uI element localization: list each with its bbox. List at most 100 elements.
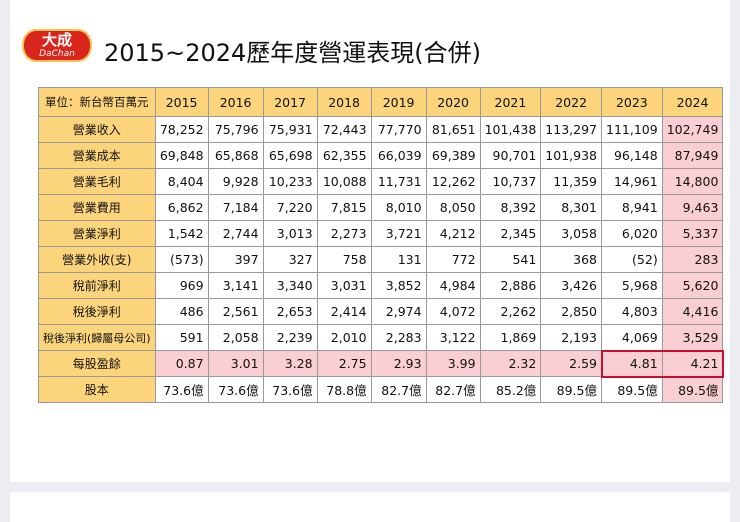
- cell: 73.6億: [207, 376, 264, 403]
- cell: 89.5億: [601, 376, 663, 403]
- cell: 3,426: [540, 272, 602, 299]
- row-label: 稅後淨利: [38, 298, 156, 325]
- cell: 89.5億: [661, 376, 724, 403]
- cell: 4,069: [601, 324, 663, 351]
- table-row: 營業成本 69,848 65,868 65,698 62,355 66,039 69,389…: [38, 142, 724, 169]
- header-cell: 2018: [316, 87, 372, 117]
- cell: 8,050: [425, 194, 481, 221]
- cell: 1,869: [479, 324, 542, 351]
- header-cell: 2015: [154, 87, 209, 117]
- cell: 69,848: [154, 142, 209, 169]
- cell: 3.28: [262, 350, 318, 377]
- cell: 78,252: [154, 116, 209, 143]
- cell: 5,337: [661, 220, 724, 247]
- cell: 10,233: [262, 168, 318, 195]
- cell: 113,297: [540, 116, 602, 143]
- cell: 101,938: [540, 142, 602, 169]
- cell: 2,273: [316, 220, 372, 247]
- header-cell: 2023: [601, 87, 663, 117]
- row-label: 稅前淨利: [38, 272, 156, 299]
- cell: 8,010: [370, 194, 427, 221]
- cell: 8,404: [154, 168, 209, 195]
- cell: 3.01: [207, 350, 264, 377]
- cell: 2,850: [540, 298, 602, 325]
- cell: 4,416: [661, 298, 724, 325]
- cell: 3,141: [207, 272, 264, 299]
- cell: 2,414: [316, 298, 372, 325]
- header-cell: 2020: [425, 87, 481, 117]
- row-label: 每股盈餘: [38, 350, 156, 377]
- cell: 81,651: [425, 116, 481, 143]
- cell: 2,744: [207, 220, 264, 247]
- cell: 12,262: [425, 168, 481, 195]
- cell: 2.59: [540, 350, 602, 377]
- cell: 75,796: [207, 116, 264, 143]
- cell: 5,968: [601, 272, 663, 299]
- cell: 6,020: [601, 220, 663, 247]
- table-row: 稅前淨利 969 3,141 3,340 3,031 3,852 4,984 2,886 3,4…: [38, 272, 724, 299]
- cell: 73.6億: [262, 376, 318, 403]
- cell: 3,058: [540, 220, 602, 247]
- cell: 2,283: [370, 324, 427, 351]
- cell: 772: [425, 246, 481, 273]
- cell: 2,974: [370, 298, 427, 325]
- cell: 8,941: [601, 194, 663, 221]
- cell: 96,148: [601, 142, 663, 169]
- cell: 486: [154, 298, 209, 325]
- cell: 4.81: [601, 350, 663, 377]
- logo-text: 大成: [41, 31, 72, 49]
- page: {"header":{"logo":"大成","logo_sub":"DaCha…: [10, 0, 730, 522]
- cell: 65,698: [262, 142, 318, 169]
- row-label: 營業毛利: [38, 168, 156, 195]
- cell: 14,961: [601, 168, 663, 195]
- cell: 10,737: [479, 168, 542, 195]
- table-row: 營業費用 6,862 7,184 7,220 7,815 8,010 8,050 8,392 8…: [38, 194, 724, 221]
- cell: 2,653: [262, 298, 318, 325]
- cell: 72,443: [316, 116, 372, 143]
- cell: 2,010: [316, 324, 372, 351]
- table-row: 稅後淨利 486 2,561 2,653 2,414 2,974 4,072 2,262 2,8…: [38, 298, 724, 325]
- table-row: 營業淨利 1,542 2,744 3,013 2,273 3,721 4,212 2,345 3…: [38, 220, 724, 247]
- cell: 78.8億: [316, 376, 372, 403]
- cell: 11,731: [370, 168, 427, 195]
- cell: 62,355: [316, 142, 372, 169]
- cell: 969: [154, 272, 209, 299]
- cell: 541: [479, 246, 542, 273]
- cell: 87,949: [661, 142, 724, 169]
- cell: 7,184: [207, 194, 264, 221]
- cell: 3,721: [370, 220, 427, 247]
- row-label: 稅後淨利(歸屬母公司): [38, 324, 156, 351]
- cell: 9,928: [207, 168, 264, 195]
- header-cell: 2019: [370, 87, 427, 117]
- row-label: 股本: [38, 376, 156, 403]
- cell: 758: [316, 246, 372, 273]
- header-row: 單位：新台幣百萬元 2015 2016 2017 2018 2019 2020 2021 202…: [38, 87, 724, 117]
- cell: 8,392: [479, 194, 542, 221]
- header-cell: 2017: [262, 87, 318, 117]
- title: 2015~2024歷年度營運表現(合併): [104, 39, 481, 67]
- cell: 7,220: [262, 194, 318, 221]
- cell: 66,039: [370, 142, 427, 169]
- cell: 65,868: [207, 142, 264, 169]
- header-cell: 2024: [661, 87, 724, 117]
- row-label: 營業費用: [38, 194, 156, 221]
- cell: 2,262: [479, 298, 542, 325]
- cell: 2,561: [207, 298, 264, 325]
- cell: 14,800: [661, 168, 724, 195]
- table: 單位：新台幣百萬元 2015 2016 2017 2018 2019 2020 2021 202…: [38, 87, 724, 403]
- cell: 101,438: [479, 116, 542, 143]
- table-row: 營業收入 78,252 75,796 75,931 72,443 77,770 81,651…: [38, 116, 724, 143]
- cell: 7,815: [316, 194, 372, 221]
- cell: (573): [154, 246, 209, 273]
- cell: 102,749: [661, 116, 724, 143]
- cell: 82.7億: [425, 376, 481, 403]
- logo: 大成 DaChan: [22, 29, 92, 62]
- cell: 4,803: [601, 298, 663, 325]
- cell: 591: [154, 324, 209, 351]
- header-cell: 單位：新台幣百萬元: [38, 87, 156, 117]
- card: [10, 492, 730, 522]
- cell: 3,031: [316, 272, 372, 299]
- cell: 131: [370, 246, 427, 273]
- cell: 283: [661, 246, 724, 273]
- cell: 77,770: [370, 116, 427, 143]
